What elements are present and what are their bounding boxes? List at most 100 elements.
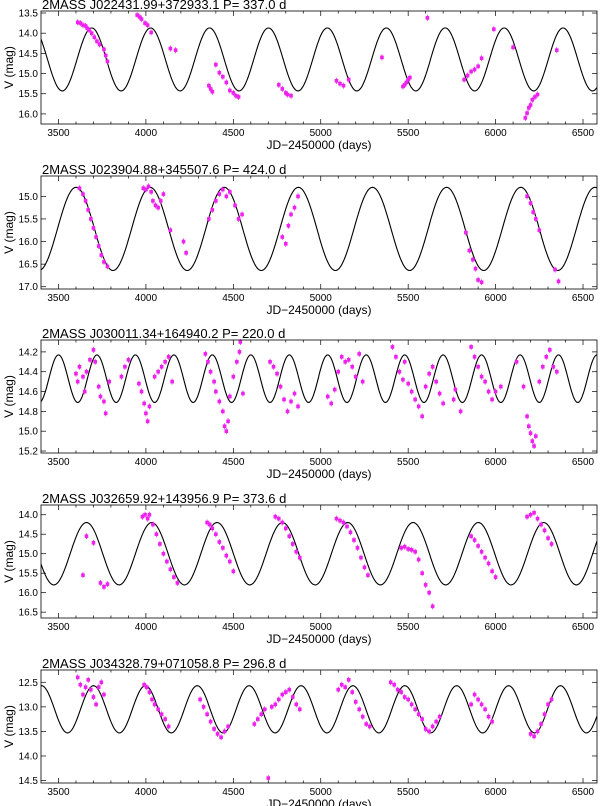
x-tick-label: 4500 [222,128,245,139]
data-point [406,696,410,703]
panel-title: 2MASS J034328.79+071058.8 P= 296.8 d [42,656,286,671]
data-point [235,358,239,365]
y-axis-label: V (mag) [2,46,16,89]
data-point [145,515,150,522]
data-point [276,81,281,88]
data-point [406,546,410,553]
data-point [551,363,556,370]
data-point [353,698,358,705]
data-point [91,539,96,546]
y-tick-label: 15.0 [19,427,39,438]
data-point [367,723,372,730]
data-point [352,537,356,544]
data-point [399,544,403,551]
data-point [228,393,232,400]
data-point [549,540,554,547]
data-point [353,373,358,380]
data-point [469,68,473,75]
data-point [141,185,146,192]
data-point [173,47,178,54]
data-point [416,403,421,410]
y-axis-label: V (mag) [2,540,16,583]
data-point [409,546,414,553]
data-point [150,696,154,703]
y-tick-label: 15.0 [19,69,39,80]
data-point [94,234,98,241]
data-point [458,408,463,415]
data-point [210,206,215,213]
data-point [476,542,480,549]
data-point [334,77,339,84]
data-point [95,38,99,45]
data-point [423,581,428,588]
data-point [528,430,533,437]
data-point [540,363,545,370]
data-point [207,521,212,528]
data-point [469,343,473,350]
data-point [357,706,362,713]
data-point [420,570,424,577]
data-point [287,686,292,693]
data-point [78,681,83,688]
data-point [290,540,295,547]
y-tick-label: 15.0 [19,549,39,560]
data-point [96,684,101,691]
data-point [103,410,108,417]
data-point [556,278,561,285]
data-point [483,706,487,713]
data-point [77,363,82,370]
data-point [537,378,542,385]
data-point [476,696,480,703]
x-tick-label: 6000 [484,787,507,798]
data-point [535,515,540,522]
data-point [357,350,362,357]
data-point [163,716,167,723]
data-point [205,519,209,526]
data-point [554,47,559,54]
data-point [105,58,110,65]
plot-frame [40,669,598,784]
data-point [102,258,106,265]
data-point [168,566,173,573]
y-tick-label: 16.5 [19,608,39,619]
data-point [82,388,87,395]
x-tick-label: 6500 [572,128,595,139]
data-point [214,531,218,538]
data-point [511,44,515,51]
data-point [119,373,124,380]
data-point [222,728,227,735]
data-point [402,358,407,365]
data-point [268,358,272,365]
x-tick-label: 5500 [397,293,420,304]
data-point [525,513,529,520]
data-point [75,19,80,26]
data-point [221,544,225,551]
x-tick-label: 3500 [47,622,70,633]
data-point [158,540,162,547]
data-point [234,92,238,99]
x-tick-label: 4000 [135,622,158,633]
data-point [224,193,229,200]
y-axis-label: V (mag) [2,211,16,254]
data-point [208,368,213,375]
data-point [469,701,473,708]
data-point [89,215,93,222]
x-tick-label: 4500 [222,293,245,304]
data-point [525,413,529,420]
x-tick-label: 5000 [310,128,333,139]
y-tick-label: 15.5 [19,89,39,100]
x-tick-label: 3500 [47,787,70,798]
data-point [547,346,552,353]
data-point [236,215,241,222]
panel-title: 2MASS J022431.99+372933.1 P= 337.0 d [42,0,286,12]
data-point [154,531,159,538]
data-point [294,701,299,708]
light-curve-panel-3: 2MASS J030011.34+164940.2 P= 220.0 d 3500… [2,326,598,481]
y-tick-label: 14.6 [19,387,39,398]
plot-frame [40,504,598,619]
data-point [147,511,152,518]
data-point [285,408,290,415]
data-point [388,679,393,686]
x-tick-label: 3500 [47,293,70,304]
data-point [231,373,236,380]
